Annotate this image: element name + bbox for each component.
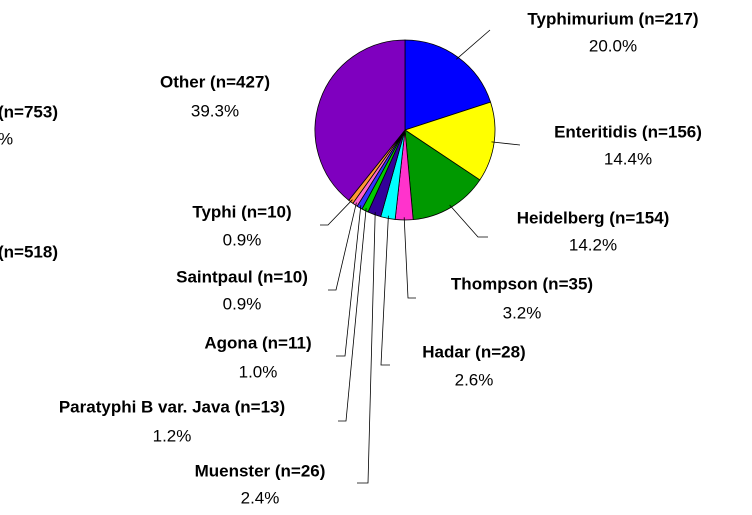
pie-slice bbox=[314, 39, 406, 201]
slice-value-label: 3.2% bbox=[503, 303, 542, 322]
pie-slice bbox=[404, 129, 481, 221]
slice-value-label: 14.2% bbox=[569, 235, 617, 254]
slice-label: Agona (n=11) bbox=[204, 333, 311, 352]
slice-value-label: 2.6% bbox=[455, 370, 494, 389]
slice-label: Paratyphi B var. Java (n=13) bbox=[59, 397, 285, 416]
leader-line bbox=[338, 208, 367, 422]
slice-label: Other (n=427) bbox=[160, 72, 270, 91]
slice-value-label: 0.9% bbox=[223, 230, 262, 249]
slice-value-label: 14.4% bbox=[604, 149, 652, 168]
slice-label: Hadar (n=28) bbox=[422, 342, 525, 361]
slice-label: Saintpaul (n=10) bbox=[176, 267, 308, 286]
slice-label: Typhi (n=10) bbox=[192, 202, 291, 221]
slice-value-label: 20.0% bbox=[589, 36, 637, 55]
slice-label: Heidelberg (n=154) bbox=[517, 208, 670, 227]
slice-label: Enteritidis (n=156) bbox=[554, 122, 702, 141]
slice-value-label: 2.4% bbox=[241, 488, 280, 507]
pie-slice bbox=[404, 39, 492, 131]
leader-line bbox=[320, 199, 353, 226]
leader-line bbox=[456, 29, 491, 60]
leader-line bbox=[336, 205, 362, 357]
slice-value-label: 0.9% bbox=[223, 294, 262, 313]
cropped-label: % bbox=[0, 129, 13, 148]
slice-label: Muenster (n=26) bbox=[195, 461, 326, 480]
leader-line bbox=[449, 204, 488, 238]
leader-line bbox=[380, 215, 390, 366]
leader-line bbox=[328, 202, 357, 291]
leader-line bbox=[357, 212, 376, 484]
leader-line bbox=[491, 141, 521, 146]
slice-value-label: 39.3% bbox=[191, 101, 239, 120]
slice-label: Thompson (n=35) bbox=[451, 274, 593, 293]
slice-value-label: 1.2% bbox=[153, 426, 192, 445]
leader-line bbox=[403, 217, 416, 299]
slice-value-label: 1.0% bbox=[239, 362, 278, 381]
cropped-label: (n=518) bbox=[0, 242, 58, 261]
cropped-label: (n=753) bbox=[0, 102, 58, 121]
slice-label: Typhimurium (n=217) bbox=[527, 9, 698, 28]
